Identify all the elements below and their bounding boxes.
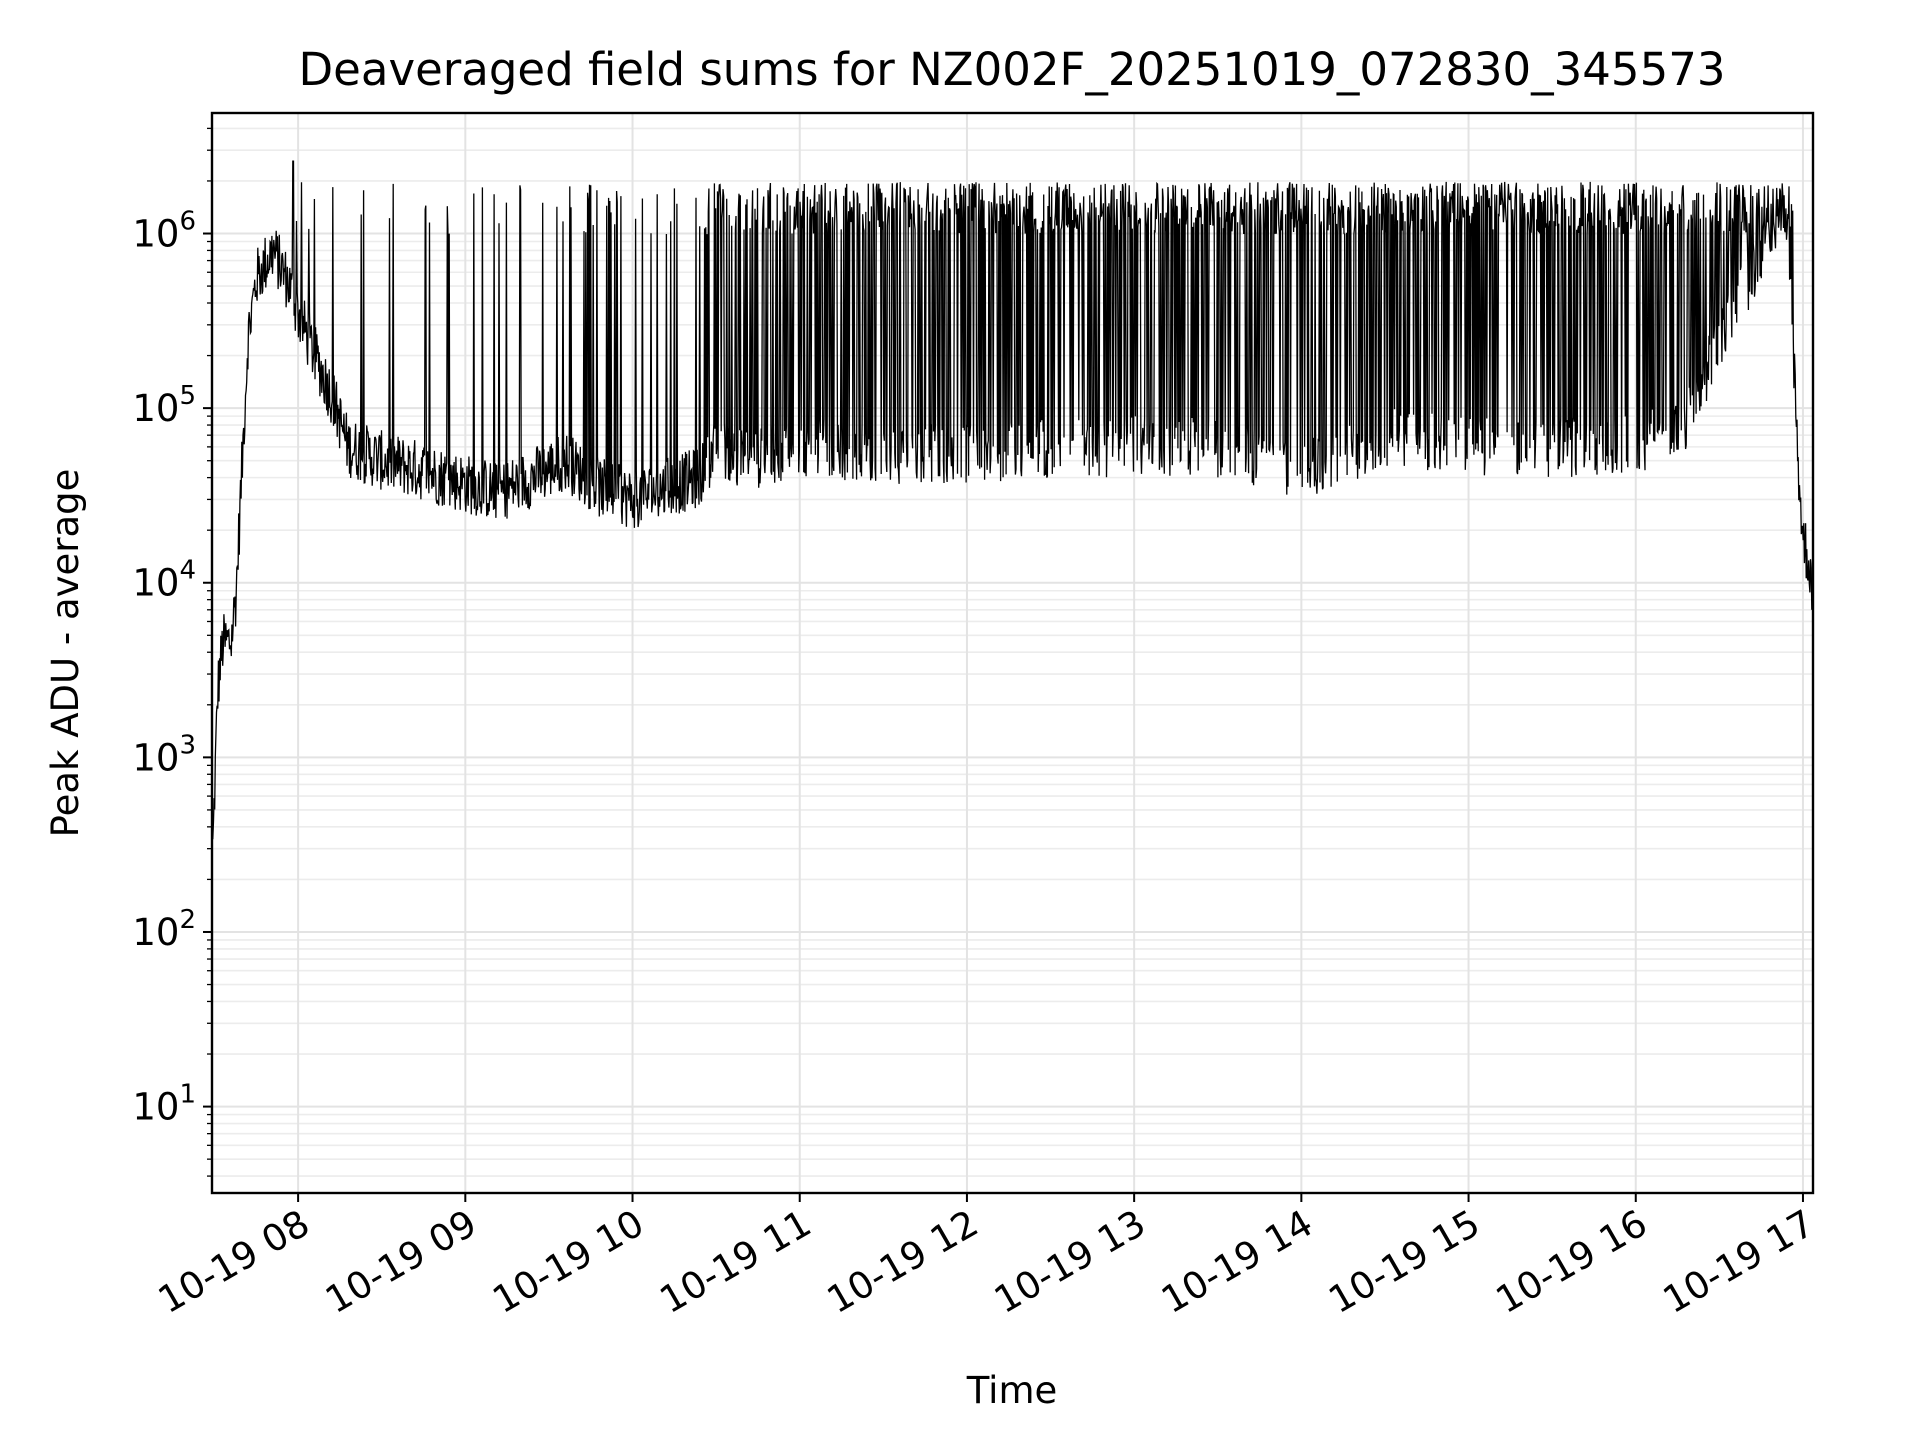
y-axis-label: Peak ADU - average [44,469,87,838]
y-tick-label: 104 [132,556,196,605]
y-tick-label-exponent: 1 [179,1080,196,1110]
plot-series [212,160,1814,840]
y-tick-label: 105 [132,381,196,430]
y-tick-label-base: 10 [132,1086,179,1129]
y-tick-label: 106 [132,207,196,256]
series-line [212,160,1814,840]
plot-frame [210,111,1815,1195]
y-tick-label-exponent: 2 [179,905,196,935]
y-tick-label-exponent: 4 [179,556,196,586]
y-tick-label: 103 [132,730,196,779]
y-tick-label: 102 [132,905,196,954]
y-tick-label-base: 10 [132,911,179,954]
y-tick-label: 101 [132,1080,196,1129]
chart-title: Deaveraged field sums for NZ002F_2025101… [299,43,1726,96]
x-axis-label: Time [966,1369,1058,1412]
y-tick-label-exponent: 5 [179,381,196,411]
y-tick-label-exponent: 3 [179,730,196,760]
y-tick-label-base: 10 [132,213,179,256]
y-tick-label-base: 10 [132,736,179,779]
y-tick-label-base: 10 [132,387,179,430]
y-tick-label-exponent: 6 [179,207,196,237]
y-tick-label-base: 10 [132,562,179,605]
